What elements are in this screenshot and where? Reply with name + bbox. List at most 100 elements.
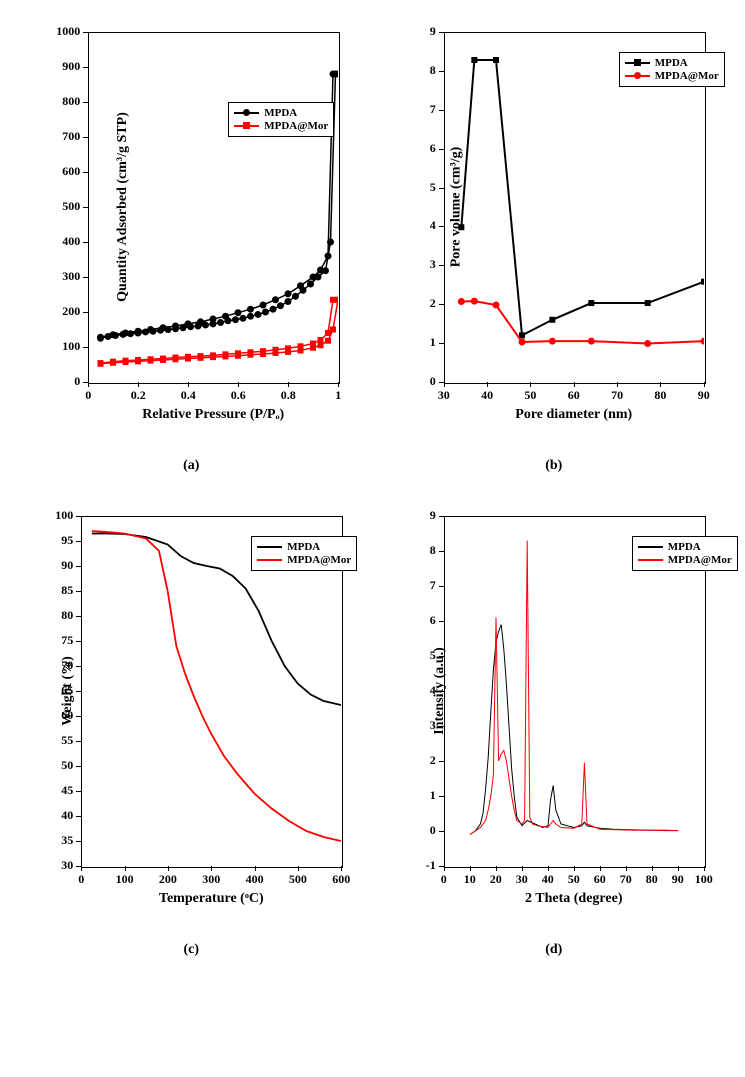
panel-b: 304050607080900123456789Pore diameter (n…	[383, 20, 726, 474]
ytick-label: 55	[61, 733, 73, 748]
xtick-label: 70	[605, 388, 629, 403]
xtick-label: 500	[286, 872, 310, 887]
ytick-label: 30	[61, 858, 73, 873]
ytick-label: -1	[426, 858, 436, 873]
ytick-label: 6	[430, 613, 436, 628]
xlabel: Pore diameter (nm)	[484, 407, 664, 423]
xtick-label: 10	[458, 872, 482, 887]
legend: MPDAMPDA@Mor	[251, 536, 357, 571]
caption-a: (a)	[183, 458, 199, 474]
ytick-label: 2	[430, 753, 436, 768]
xtick-label: 40	[536, 872, 560, 887]
xtick-label: 90	[692, 388, 716, 403]
caption-c: (c)	[183, 942, 199, 958]
ytick-label: 40	[61, 808, 73, 823]
legend-label: MPDA@Mor	[264, 120, 328, 132]
ytick-label: 400	[62, 234, 80, 249]
ytick-label: 2	[430, 296, 436, 311]
ytick-label: 9	[430, 24, 436, 39]
ytick-label: 1	[430, 335, 436, 350]
xtick-label: 30	[510, 872, 534, 887]
ytick-label: 8	[430, 63, 436, 78]
xtick-label: 50	[518, 388, 542, 403]
legend-label: MPDA	[264, 107, 297, 119]
legend-label: MPDA@Mor	[668, 554, 732, 566]
ytick-label: 500	[62, 199, 80, 214]
legend-label: MPDA	[287, 541, 320, 553]
legend: MPDAMPDA@Mor	[632, 536, 738, 571]
chart-c: 0100200300400500600303540455055606570758…	[26, 504, 356, 924]
ylabel: Weight (%)	[60, 656, 76, 726]
ytick-label: 80	[61, 608, 73, 623]
legend: MPDAMPDA@Mor	[619, 52, 725, 87]
xtick-label: 100	[692, 872, 716, 887]
xtick-label: 60	[588, 872, 612, 887]
xlabel: Relative Pressure (P/Pₒ)	[123, 407, 303, 423]
chart-b: 304050607080900123456789Pore diameter (n…	[389, 20, 719, 440]
legend: MPDAMPDA@Mor	[228, 102, 334, 137]
ytick-label: 45	[61, 783, 73, 798]
ytick-label: 35	[61, 833, 73, 848]
ytick-label: 300	[62, 269, 80, 284]
xtick-label: 0.8	[276, 388, 300, 403]
xtick-label: 90	[666, 872, 690, 887]
ytick-label: 200	[62, 304, 80, 319]
caption-d: (d)	[545, 942, 562, 958]
xtick-label: 0.4	[176, 388, 200, 403]
ytick-label: 1	[430, 788, 436, 803]
xtick-label: 100	[113, 872, 137, 887]
caption-b: (b)	[545, 458, 562, 474]
xtick-label: 0	[432, 872, 456, 887]
xtick-label: 400	[243, 872, 267, 887]
ytick-label: 100	[62, 339, 80, 354]
xtick-label: 70	[614, 872, 638, 887]
xtick-label: 80	[648, 388, 672, 403]
ytick-label: 600	[62, 164, 80, 179]
ytick-label: 50	[61, 758, 73, 773]
ytick-label: 5	[430, 180, 436, 195]
ytick-label: 75	[61, 633, 73, 648]
panel-c: 0100200300400500600303540455055606570758…	[20, 504, 363, 958]
ytick-label: 7	[430, 578, 436, 593]
xtick-label: 600	[329, 872, 353, 887]
xtick-label: 40	[475, 388, 499, 403]
xlabel: 2 Theta (degree)	[484, 891, 664, 907]
ytick-label: 8	[430, 543, 436, 558]
ytick-label: 700	[62, 129, 80, 144]
chart-svg	[88, 32, 338, 382]
chart-d: 0102030405060708090100-101234567892 Thet…	[389, 504, 719, 924]
ytick-label: 9	[430, 508, 436, 523]
ytick-label: 800	[62, 94, 80, 109]
ytick-label: 0	[74, 374, 80, 389]
ytick-label: 100	[55, 508, 73, 523]
xtick-label: 0.2	[126, 388, 150, 403]
xtick-label: 1	[326, 388, 350, 403]
chart-a: 0 0.2 0.4 0.6 0.8 1 0 100 200 300 400 500 600 700 800 9…	[26, 20, 356, 440]
ytick-label: 7	[430, 102, 436, 117]
panel-a: 0 0.2 0.4 0.6 0.8 1 0 100 200 300 400 500 600 700 800 9…	[20, 20, 363, 474]
ytick-label: 900	[62, 59, 80, 74]
ytick-label: 4	[430, 218, 436, 233]
legend-label: MPDA	[668, 541, 701, 553]
xtick-label: 0	[76, 388, 100, 403]
ytick-label: 0	[430, 823, 436, 838]
xtick-label: 200	[156, 872, 180, 887]
xtick-label: 0	[69, 872, 93, 887]
charts-grid: 00.20.40.60.8101002003004005006007008009…	[20, 20, 725, 958]
legend-label: MPDA@Mor	[655, 70, 719, 82]
xtick-label: 50	[562, 872, 586, 887]
xtick-label: 0.6	[226, 388, 250, 403]
panel-d: 0102030405060708090100-101234567892 Thet…	[383, 504, 726, 958]
legend-label: MPDA@Mor	[287, 554, 351, 566]
xtick-label: 80	[640, 872, 664, 887]
ytick-label: 95	[61, 533, 73, 548]
xtick-label: 30	[432, 388, 456, 403]
ytick-label: 3	[430, 257, 436, 272]
ytick-label: 0	[430, 374, 436, 389]
xtick-label: 300	[199, 872, 223, 887]
xtick-label: 20	[484, 872, 508, 887]
xtick-label: 60	[562, 388, 586, 403]
ytick-label: 90	[61, 558, 73, 573]
legend-label: MPDA	[655, 57, 688, 69]
ytick-label: 1000	[56, 24, 80, 39]
